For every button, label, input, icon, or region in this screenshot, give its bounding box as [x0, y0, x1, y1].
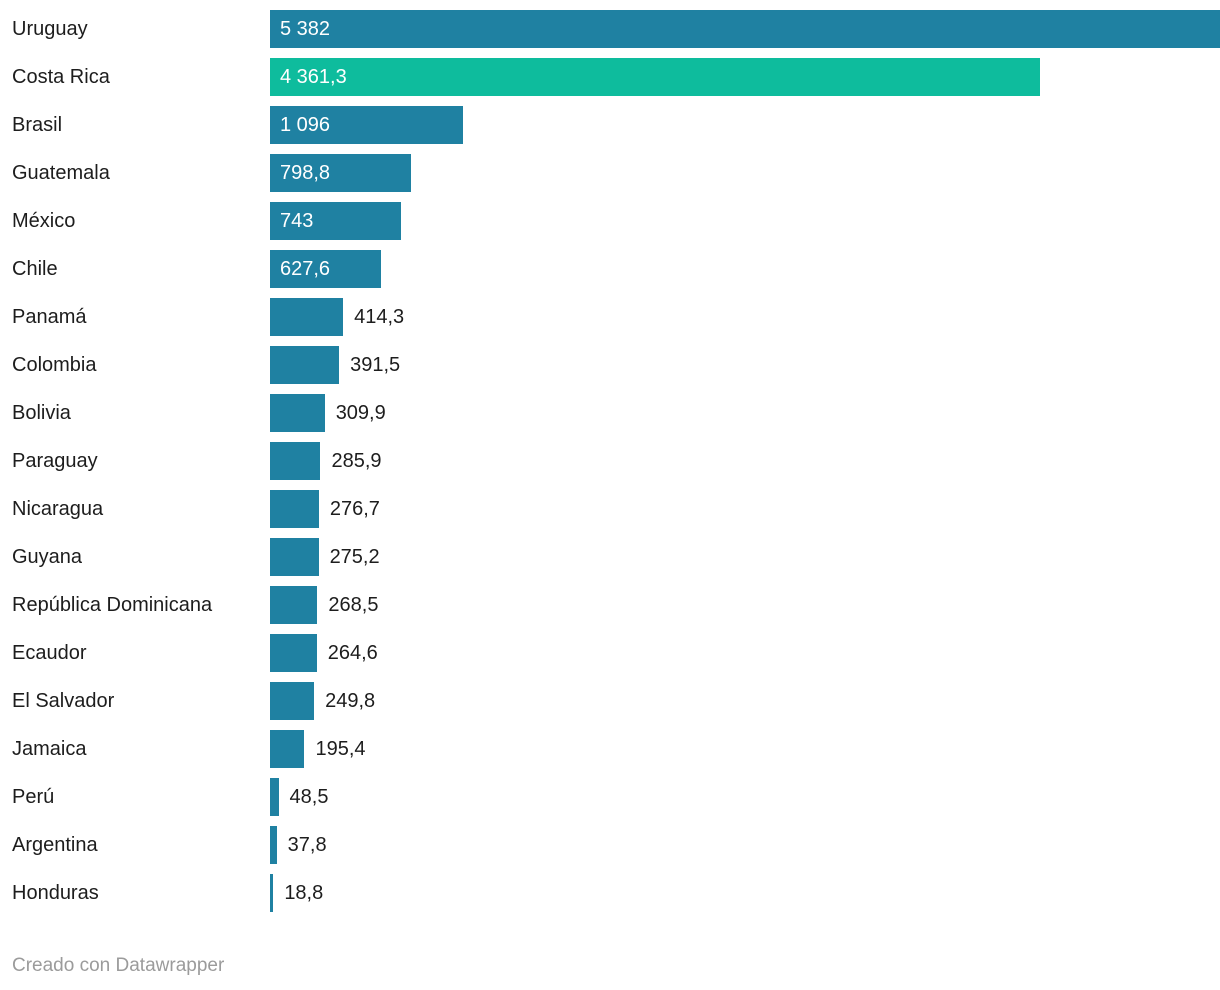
category-label: Bolivia — [12, 401, 71, 424]
bar: 743 — [270, 202, 402, 240]
bar-row-costa-rica: Costa Rica 4 361,3 — [0, 58, 1220, 96]
bar — [270, 442, 321, 480]
value-label-outside: 414,3 — [354, 305, 405, 328]
bar-row-ecaudor: Ecaudor 264,6 — [0, 634, 1220, 672]
value-label-outside: 309,9 — [335, 401, 386, 424]
bar-area: 264,6 — [270, 634, 1220, 672]
datawrapper-credit-link[interactable]: Creado con Datawrapper — [12, 955, 225, 976]
bar — [270, 634, 317, 672]
bar: 5 382 — [270, 10, 1220, 48]
category-label: Panamá — [12, 305, 87, 328]
category-label: Perú — [12, 785, 55, 808]
bar-area: 37,8 — [270, 826, 1220, 864]
bar-area: 18,8 — [270, 874, 1220, 912]
bar — [270, 346, 340, 384]
bar-area: 627,6 — [270, 250, 1220, 288]
bar-area: 195,4 — [270, 730, 1220, 768]
category-label: Paraguay — [12, 449, 98, 472]
bar — [270, 394, 325, 432]
value-label-outside: 391,5 — [350, 353, 401, 376]
value-label-inside: 4 361,3 — [280, 65, 347, 88]
bar — [270, 826, 277, 864]
bar-area: 5 382 — [270, 10, 1220, 48]
bar: 798,8 — [270, 154, 411, 192]
category-label: Jamaica — [12, 737, 87, 760]
bar-row-guatemala: Guatemala 798,8 — [0, 154, 1220, 192]
bar: 627,6 — [270, 250, 381, 288]
value-label-outside: 275,2 — [329, 545, 380, 568]
bar-area: 249,8 — [270, 682, 1220, 720]
value-label-inside: 1 096 — [280, 113, 331, 136]
category-label: Ecaudor — [12, 641, 87, 664]
category-label: Uruguay — [12, 17, 88, 40]
bar — [270, 586, 318, 624]
chart-rows: Uruguay 5 382 Costa Rica 4 361,3 Brasil … — [0, 10, 1220, 912]
value-label-outside: 48,5 — [289, 785, 329, 808]
bar — [270, 538, 319, 576]
category-label: Nicaragua — [12, 497, 104, 520]
category-label: Honduras — [12, 881, 99, 904]
bar-area: 275,2 — [270, 538, 1220, 576]
bar-area: 309,9 — [270, 394, 1220, 432]
bar — [270, 874, 274, 912]
value-label-outside: 195,4 — [315, 737, 366, 760]
bar-area: 285,9 — [270, 442, 1220, 480]
bar-row-rep-blica-dominicana: República Dominicana 268,5 — [0, 586, 1220, 624]
category-label: Costa Rica — [12, 65, 110, 88]
bar-row-guyana: Guyana 275,2 — [0, 538, 1220, 576]
value-label-outside: 249,8 — [325, 689, 376, 712]
bar — [270, 490, 319, 528]
bar-area: 1 096 — [270, 106, 1220, 144]
bar — [270, 730, 305, 768]
bar — [270, 778, 279, 816]
category-label: Guyana — [12, 545, 83, 568]
value-label-outside: 268,5 — [328, 593, 379, 616]
bar: 4 361,3 — [270, 58, 1040, 96]
bar-row-paraguay: Paraguay 285,9 — [0, 442, 1220, 480]
bar-row-honduras: Honduras 18,8 — [0, 874, 1220, 912]
bar-row-m-xico: México 743 — [0, 202, 1220, 240]
bar-area: 276,7 — [270, 490, 1220, 528]
value-label-outside: 276,7 — [329, 497, 380, 520]
value-label-inside: 798,8 — [280, 161, 331, 184]
bar-row-nicaragua: Nicaragua 276,7 — [0, 490, 1220, 528]
bar-area: 743 — [270, 202, 1220, 240]
bar: 1 096 — [270, 106, 464, 144]
value-label-outside: 285,9 — [331, 449, 382, 472]
value-label-inside: 5 382 — [280, 17, 331, 40]
bar-row-bolivia: Bolivia 309,9 — [0, 394, 1220, 432]
bar-area: 268,5 — [270, 586, 1220, 624]
bar-row-panam-: Panamá 414,3 — [0, 298, 1220, 336]
bar — [270, 298, 344, 336]
value-label-inside: 743 — [280, 209, 314, 232]
bar-row-uruguay: Uruguay 5 382 — [0, 10, 1220, 48]
bar-row-argentina: Argentina 37,8 — [0, 826, 1220, 864]
bar-row-el-salvador: El Salvador 249,8 — [0, 682, 1220, 720]
category-label: México — [12, 209, 76, 232]
category-label: Colombia — [12, 353, 97, 376]
value-label-outside: 37,8 — [287, 833, 327, 856]
bar-row-jamaica: Jamaica 195,4 — [0, 730, 1220, 768]
bar — [270, 682, 315, 720]
bar-row-chile: Chile 627,6 — [0, 250, 1220, 288]
value-label-outside: 264,6 — [327, 641, 378, 664]
category-label: Guatemala — [12, 161, 110, 184]
value-label-outside: 18,8 — [284, 881, 324, 904]
category-label: Argentina — [12, 833, 98, 856]
bar-row-colombia: Colombia 391,5 — [0, 346, 1220, 384]
category-label: República Dominicana — [12, 593, 213, 616]
bar-area: 4 361,3 — [270, 58, 1220, 96]
bar-row-per-: Perú 48,5 — [0, 778, 1220, 816]
value-label-inside: 627,6 — [280, 257, 331, 280]
bar-area: 414,3 — [270, 298, 1220, 336]
bar-area: 798,8 — [270, 154, 1220, 192]
bar-row-brasil: Brasil 1 096 — [0, 106, 1220, 144]
category-label: Brasil — [12, 113, 63, 136]
category-label: El Salvador — [12, 689, 115, 712]
category-label: Chile — [12, 257, 58, 280]
bar-area: 48,5 — [270, 778, 1220, 816]
bar-area: 391,5 — [270, 346, 1220, 384]
